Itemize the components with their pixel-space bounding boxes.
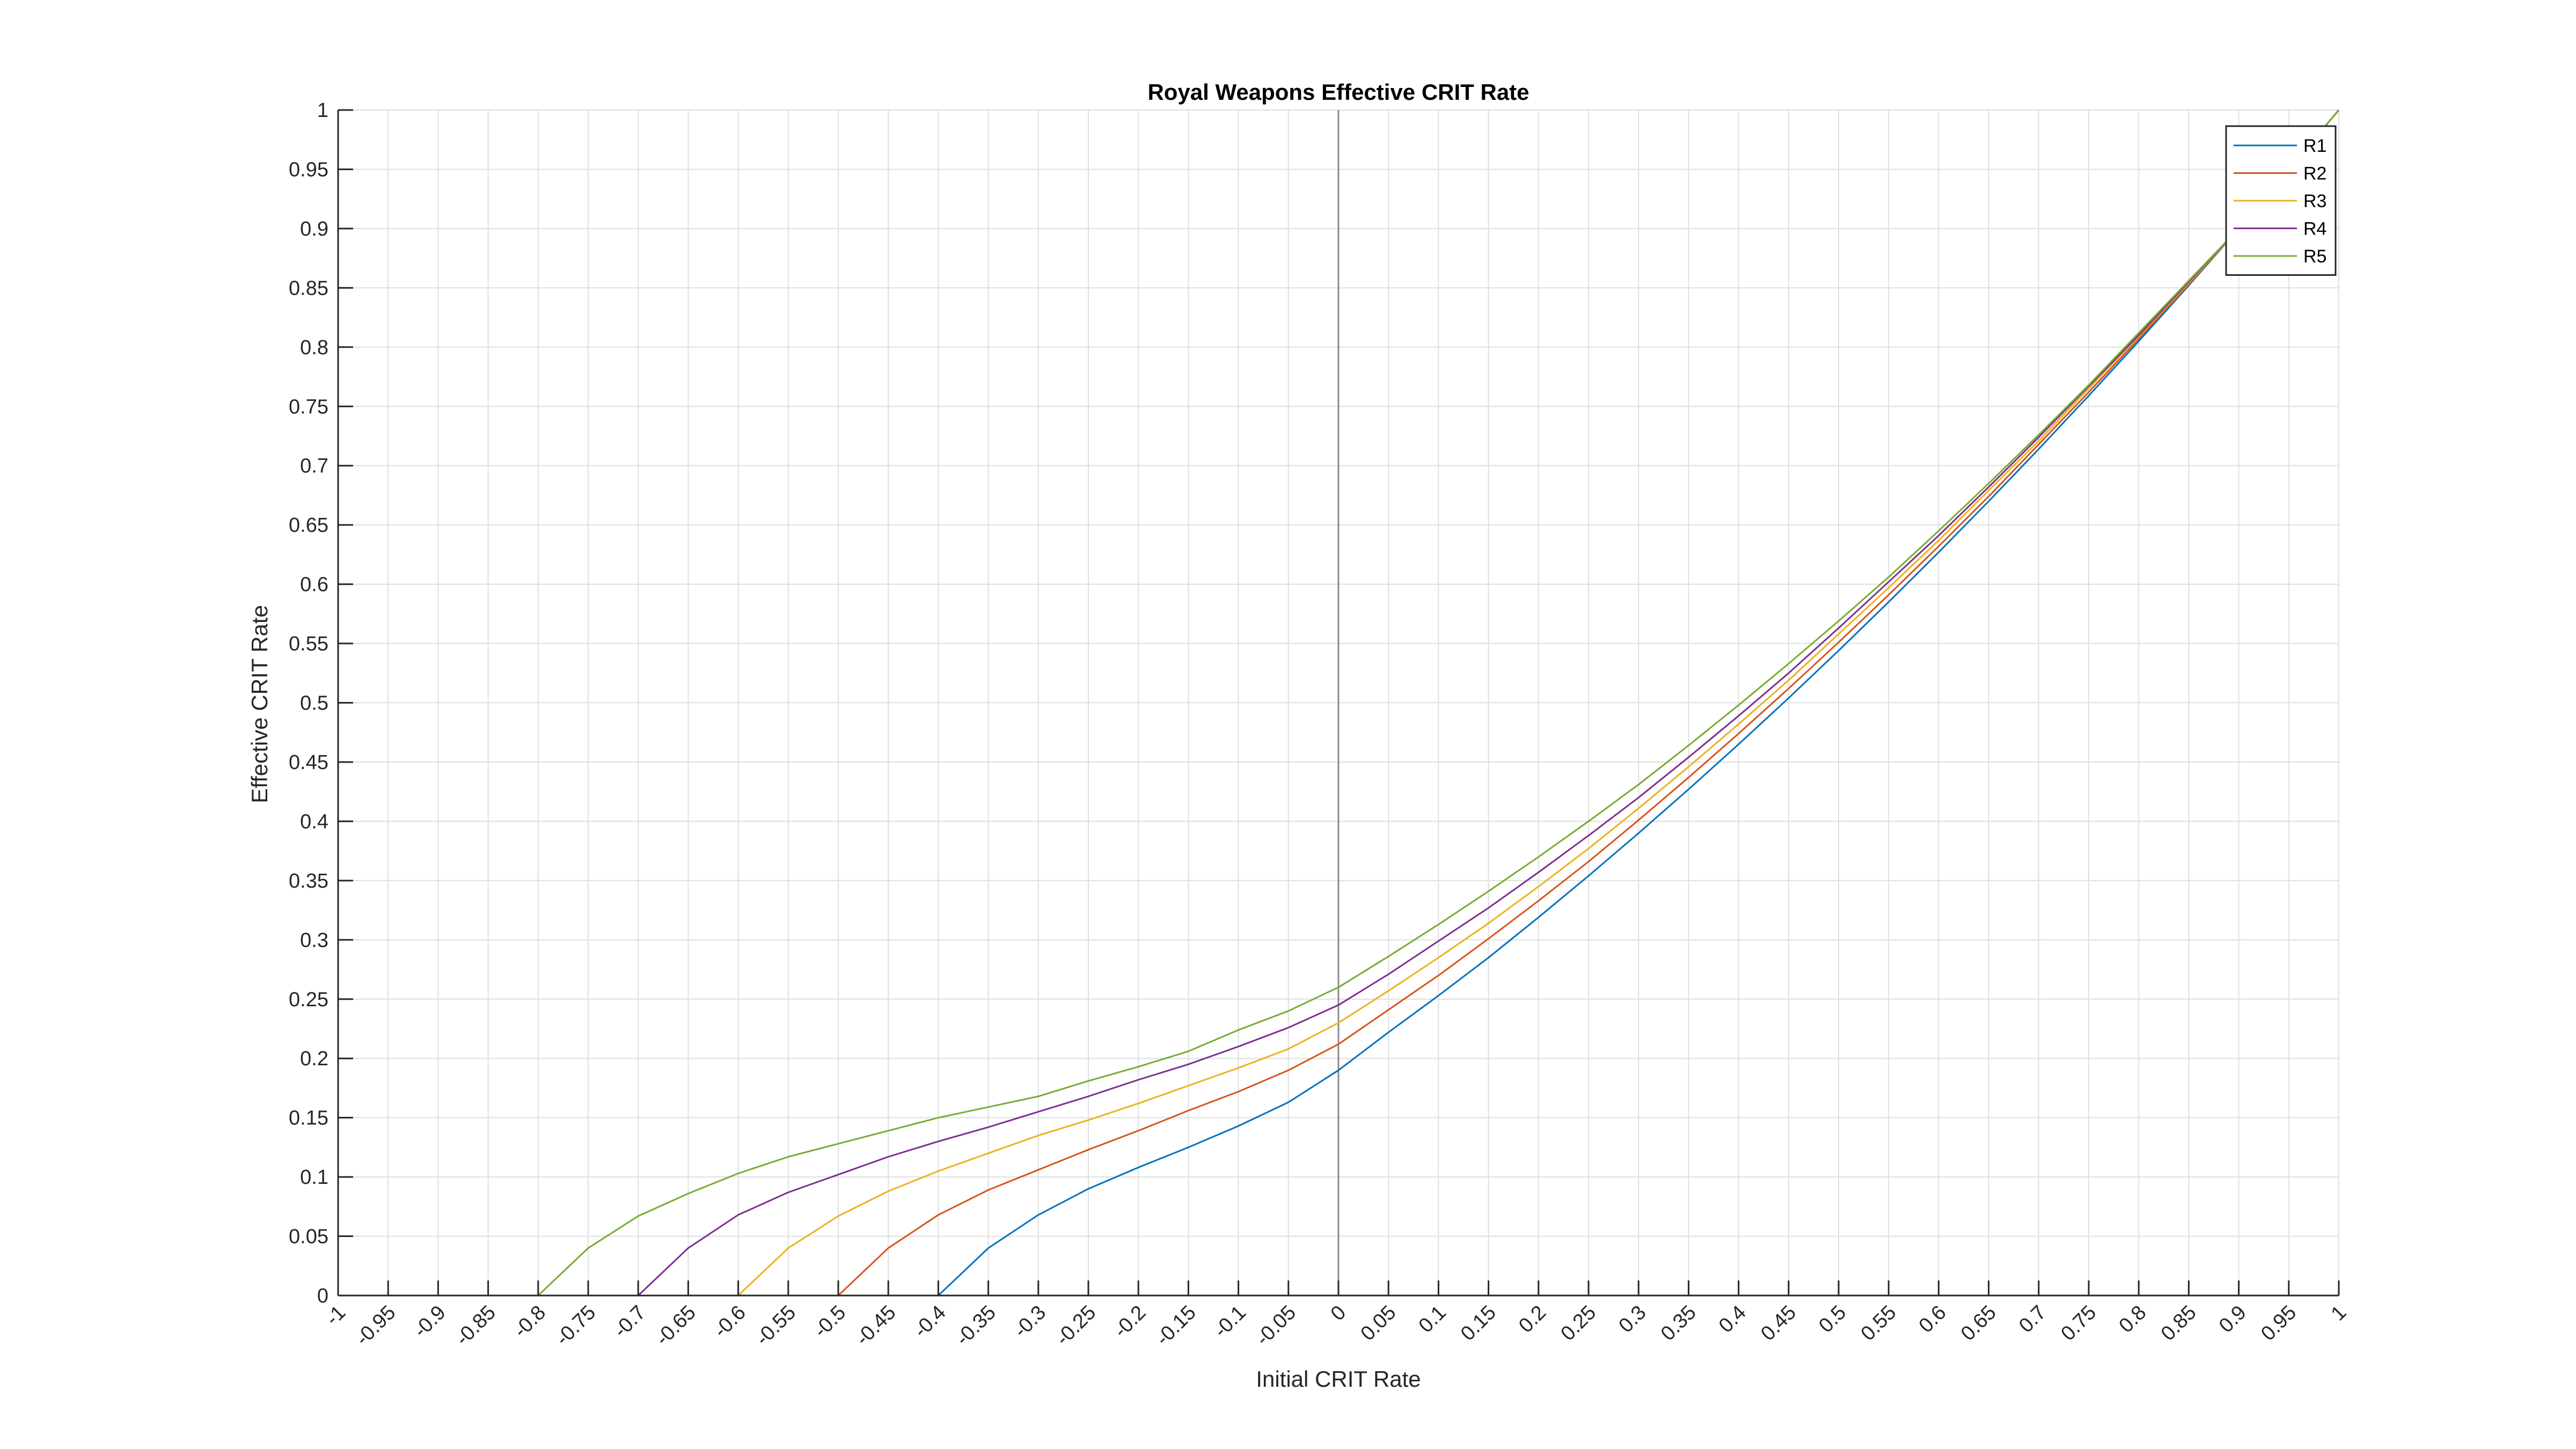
x-tick-label: -0.85: [451, 1301, 500, 1350]
x-tick-label: -0.4: [910, 1301, 950, 1342]
x-tick-label: 0.95: [2257, 1301, 2301, 1345]
y-tick-label: 0.55: [289, 633, 328, 655]
y-tick-label: 1: [317, 99, 328, 122]
x-tick-label: -0.65: [652, 1301, 700, 1350]
y-tick-label: 0.25: [289, 989, 328, 1011]
x-tick-label: 0.6: [1915, 1301, 1951, 1337]
y-tick-label: 0.4: [300, 810, 328, 833]
legend: R1 R2 R3 R4 R5: [2225, 125, 2337, 276]
x-tick-label: -0.75: [551, 1301, 600, 1350]
x-tick-label: 0.15: [1457, 1301, 1501, 1345]
x-tick-label: -0.6: [709, 1301, 750, 1342]
x-tick-label: 0.1: [1415, 1301, 1451, 1337]
x-tick-label: -0.3: [1009, 1301, 1050, 1342]
y-axis-label: Effective CRIT Rate: [247, 605, 272, 803]
y-tick-label: 0.2: [300, 1048, 328, 1070]
x-tick-label: -0.1: [1210, 1301, 1250, 1342]
legend-label-r2: R2: [2303, 164, 2326, 184]
x-tick-label: 0.8: [2115, 1301, 2151, 1337]
chart-title: Royal Weapons Effective CRIT Rate: [1147, 79, 1529, 105]
x-tick-label: -0.9: [409, 1301, 450, 1342]
legend-label-r1: R1: [2303, 136, 2326, 156]
y-tick-label: 0.35: [289, 870, 328, 892]
x-tick-label: 0.65: [1957, 1301, 2001, 1345]
x-axis-label: Initial CRIT Rate: [1256, 1366, 1421, 1392]
y-tick-label: 0.95: [289, 158, 328, 181]
y-tick-label: 0.5: [300, 692, 328, 715]
x-tick-label: -0.5: [809, 1301, 850, 1342]
y-tick-labels: 0 0.05 0.1 0.15 0.2 0.25 0.3 0.35 0.4 0.45 0.5 0.55…: [289, 99, 328, 1307]
x-tick-label: 0: [1327, 1301, 1351, 1326]
y-tick-label: 0.85: [289, 277, 328, 299]
x-tick-label: -0.95: [352, 1301, 400, 1350]
axes: [337, 109, 2340, 1297]
x-tick-label: -0.2: [1110, 1301, 1151, 1342]
x-tick-label: 0.35: [1657, 1301, 1701, 1345]
x-tick-label: 0.3: [1615, 1301, 1651, 1337]
x-tick-label: -0.05: [1252, 1301, 1300, 1350]
x-tick-label: 0.55: [1857, 1301, 1901, 1345]
x-tick-label: 0.45: [1757, 1301, 1801, 1345]
y-tick-label: 0: [317, 1285, 328, 1307]
x-tick-label: 0.85: [2157, 1301, 2201, 1345]
x-tick-label: 1: [2327, 1301, 2351, 1326]
x-tick-label: -0.8: [509, 1301, 550, 1342]
x-tick-label: -0.35: [952, 1301, 1000, 1350]
series-line-r5: [338, 109, 2340, 1297]
x-tick-label: 0.7: [2015, 1301, 2051, 1337]
x-tick-label: 0.25: [1556, 1301, 1600, 1345]
y-tick-label: 0.3: [300, 929, 328, 952]
x-tick-label: 0.5: [1814, 1301, 1850, 1337]
y-tick-label: 0.1: [300, 1166, 328, 1189]
x-tick-label: 0.05: [1357, 1301, 1401, 1345]
x-tick-label: -0.25: [1051, 1301, 1100, 1350]
legend-label-r4: R4: [2303, 219, 2326, 239]
x-tick-label: 0.75: [2057, 1301, 2101, 1345]
series-line-r4: [338, 109, 2340, 1297]
y-tick-label: 0.15: [289, 1107, 328, 1130]
x-tick-label: -0.15: [1152, 1301, 1201, 1350]
y-tick-label: 0.65: [289, 514, 328, 537]
y-tick-label: 0.45: [289, 751, 328, 774]
y-tick-label: 0.7: [300, 455, 328, 478]
y-tick-label: 0.6: [300, 574, 328, 596]
y-tick-label: 0.75: [289, 396, 328, 418]
legend-label-r5: R5: [2303, 246, 2326, 267]
x-tick-label: -0.55: [751, 1301, 800, 1350]
y-tick-label: 0.05: [289, 1226, 328, 1248]
y-tick-label: 0.8: [300, 336, 328, 359]
x-tick-label: 0.4: [1715, 1301, 1751, 1337]
x-tick-labels: -1 -0.95 -0.9 -0.85 -0.8 -0.75 -0.7 -0.65 -0.6 -0…: [321, 1301, 2351, 1350]
y-tick-label: 0.9: [300, 218, 328, 240]
x-tick-label: 0.9: [2215, 1301, 2251, 1337]
x-tick-label: -0.7: [610, 1301, 650, 1342]
legend-label-r3: R3: [2303, 191, 2326, 211]
x-tick-label: -0.45: [852, 1301, 901, 1350]
x-tick-label: 0.2: [1514, 1301, 1550, 1337]
